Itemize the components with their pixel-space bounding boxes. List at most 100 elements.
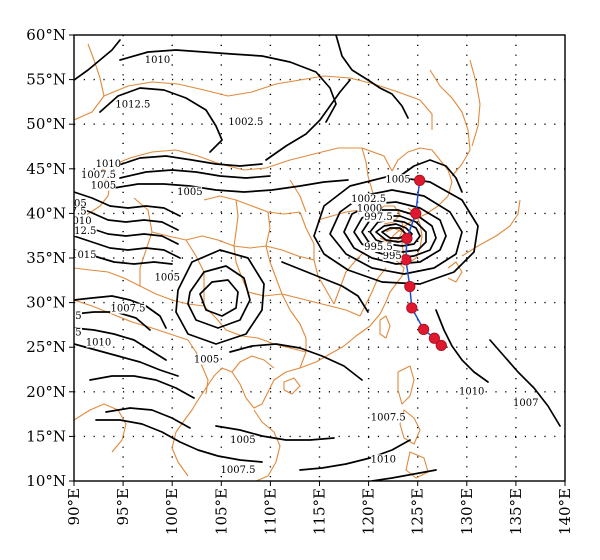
track-point-8 xyxy=(435,339,447,352)
isobar-value-label: 1005 xyxy=(177,187,202,198)
boundary-tibet xyxy=(74,267,205,307)
isobar-value-label: 1010 xyxy=(66,216,91,227)
isobar-1007.5-south-3 xyxy=(95,419,263,463)
hainan xyxy=(283,377,301,395)
cyclone-north-arm xyxy=(399,159,463,193)
isobar-1007-east xyxy=(489,339,561,427)
boundary-mongolia-south xyxy=(89,147,393,177)
indochina-west xyxy=(171,417,189,477)
latitude-tick-labels: 60°N 55°N 50°N 45°N 40°N 35°N 30°N 25°N 20°N 15°N… xyxy=(26,26,74,490)
isobar-value-label: 1012.5 xyxy=(47,328,82,339)
isobar-value-label: 1007.5 xyxy=(371,412,406,423)
isobar-value-label: 1005 xyxy=(230,435,255,446)
isobar-1010-north xyxy=(119,49,337,123)
isobar-1007.5-mid xyxy=(119,169,271,179)
isobar-value-label: 1007 xyxy=(513,398,538,409)
province-1 xyxy=(203,195,301,215)
isobar-value-label: 995.5 xyxy=(364,242,393,253)
isobar-label-bg xyxy=(177,186,203,197)
isobar-label-bg xyxy=(220,465,256,476)
isobar-value-labels: 10101012.51002.510101007.510051005100510… xyxy=(27,54,538,476)
isobar-label-bg xyxy=(228,117,264,128)
province-11 xyxy=(133,197,153,286)
isobar-1005-mid xyxy=(113,179,349,193)
isobar-value-label: 1007.5 xyxy=(52,206,87,217)
isobar-value-label: 1007.5 xyxy=(220,465,255,476)
isobar-label-bg xyxy=(74,250,97,261)
isobar-value-label: 1005 xyxy=(61,198,86,209)
isobar-label-bg xyxy=(110,303,146,314)
isobar-west-2 xyxy=(74,205,179,231)
lon-tick-label: 125°E xyxy=(409,488,427,535)
cyclone-track xyxy=(400,174,447,352)
isobar-label-bg xyxy=(115,99,151,110)
taiwan xyxy=(379,315,391,339)
isobar-label-bg xyxy=(74,327,82,338)
isobar-value-label: 1010 xyxy=(96,159,121,170)
isobar-value-label: 1007.5 xyxy=(111,304,146,315)
isobar-value-label: 1007.5 xyxy=(81,170,116,181)
track-point-2 xyxy=(401,232,413,244)
cyclone-ring-7 xyxy=(375,223,413,243)
isobar-1007.5-south-2 xyxy=(105,407,191,429)
isobar-label-bg xyxy=(86,337,111,348)
isobar-value-label: 1005 xyxy=(385,174,410,185)
track-point-7 xyxy=(428,332,440,344)
isobar-label-bg xyxy=(382,251,402,261)
lat-tick-label: 10°N xyxy=(26,472,66,490)
isobar-north-right xyxy=(335,35,409,119)
isobar-label-bg xyxy=(74,226,97,237)
isobar-label-bg xyxy=(459,386,484,397)
lon-tick-label: 90°E xyxy=(65,488,83,526)
isobar-value-label: 1012.5 xyxy=(61,226,96,237)
cyclone-outer-1 xyxy=(313,175,479,285)
coastline-shandong xyxy=(379,227,403,243)
isobar-label-bg xyxy=(350,193,387,204)
isobar-value-label: 1015 xyxy=(71,250,96,261)
coast-sakhalin-north xyxy=(469,59,481,147)
boundary-russia-kazakh xyxy=(74,43,105,121)
isobar-1002.5-north xyxy=(265,79,351,161)
coast-russia-east xyxy=(429,69,471,177)
lon-tick-label: 120°E xyxy=(360,488,378,535)
province-12 xyxy=(289,309,307,369)
isobar-label-bg xyxy=(32,372,68,382)
lat-tick-label: 20°N xyxy=(26,383,66,401)
isobar-value-label: 1005 xyxy=(194,354,219,365)
lat-tick-label: 40°N xyxy=(26,204,66,222)
province-13 xyxy=(359,267,387,317)
isobar-1010-east xyxy=(435,309,489,383)
isobar-1015-sw xyxy=(74,295,167,329)
isobar-west-4 xyxy=(74,235,181,259)
track-point-5 xyxy=(406,302,418,314)
isobar-1005-mid-2 xyxy=(281,261,369,313)
isobar-value-label: 1002.5 xyxy=(351,194,386,205)
philippines-south xyxy=(399,409,421,445)
lat-tick-label: 35°N xyxy=(26,249,66,267)
isobar-label-bg xyxy=(27,405,63,415)
isobar-1012.5-sw xyxy=(74,327,167,361)
bay-bengal xyxy=(74,403,127,453)
lon-tick-label: 140°E xyxy=(556,488,574,535)
lat-tick-label: 45°N xyxy=(26,160,66,178)
isobar-north-left xyxy=(74,39,121,81)
lat-tick-label: 60°N xyxy=(26,26,66,44)
isobar-contours xyxy=(74,35,561,481)
isobar-value-label: 1007.5 xyxy=(27,405,62,416)
isobar-low-ring-1 xyxy=(199,279,239,317)
track-point-0 xyxy=(414,174,426,186)
isobar-value-label: 1010 xyxy=(459,387,484,398)
province-14 xyxy=(289,179,307,213)
lon-tick-label: 100°E xyxy=(163,488,181,535)
province-7 xyxy=(203,305,307,353)
isobar-value-label: 1007.5 xyxy=(32,415,67,426)
isobar-label-bg xyxy=(96,159,121,170)
isobar-label-bg xyxy=(74,216,92,227)
japan-honshu xyxy=(461,199,521,257)
isobar-value-label: 1000 xyxy=(357,204,382,215)
philippines-mindanao xyxy=(405,451,429,479)
isobar-label-bg xyxy=(80,169,117,180)
isobar-label-bg xyxy=(357,203,382,214)
isobar-label-bg xyxy=(91,180,116,191)
